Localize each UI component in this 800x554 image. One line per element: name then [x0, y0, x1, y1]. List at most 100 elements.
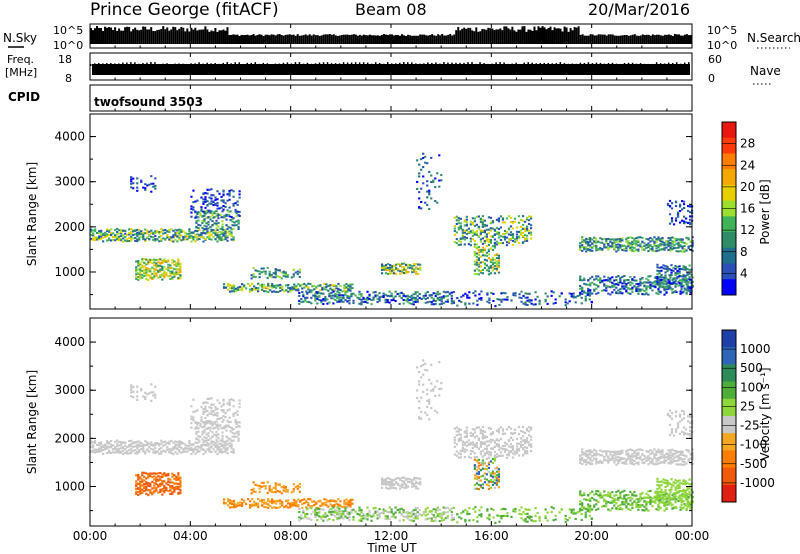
power-cell: [197, 223, 200, 226]
power-cell: [300, 300, 303, 303]
velocity-cell: [438, 508, 441, 511]
power-cell: [664, 271, 667, 274]
nsky-mark: [334, 35, 337, 44]
freq-mark: [242, 63, 245, 66]
velocity-cell: [404, 515, 407, 518]
power-cell: [497, 242, 501, 245]
power-cell: [467, 230, 470, 234]
velocity-cell: [511, 432, 515, 436]
power-cell: [453, 227, 456, 230]
velocity-cell: [430, 382, 433, 385]
velocity-cell: [124, 448, 127, 451]
velocity-cell: [226, 443, 229, 446]
power-cell: [192, 201, 195, 204]
power-cell: [200, 233, 203, 236]
velocity-cell: [220, 448, 223, 451]
power-cell: [147, 269, 150, 273]
velocity-cell: [149, 489, 152, 492]
velocity-cell: [259, 499, 262, 502]
velocity-cell: [380, 511, 383, 515]
freq-mark: [603, 63, 606, 66]
power-cell: [486, 300, 489, 303]
nsky-mark: [354, 34, 357, 44]
power-cell: [388, 268, 392, 271]
power-cell: [322, 299, 325, 302]
power-cell: [655, 238, 658, 241]
power-cell: [232, 202, 235, 205]
power-cell: [366, 296, 369, 299]
power-cell: [114, 234, 117, 237]
power-cell: [465, 229, 468, 232]
power-cell: [110, 239, 113, 242]
power-cell: [120, 232, 123, 235]
power-cell: [196, 212, 199, 215]
power-cell: [621, 239, 624, 242]
power-cell: [342, 297, 345, 300]
power-cell: [153, 261, 156, 264]
power-cell: [520, 290, 523, 293]
velocity-cell: [434, 394, 437, 398]
power-cell: [314, 294, 317, 297]
freq-mark: [483, 63, 485, 66]
velocity-cell: [154, 385, 157, 388]
power-cell: [689, 291, 692, 294]
power-cell: [214, 230, 217, 233]
power-cell: [284, 275, 287, 278]
power-cell: [589, 289, 592, 292]
velocity-cell: [150, 447, 153, 451]
nsky-mark: [256, 34, 259, 44]
power-cell: [684, 279, 687, 282]
velocity-cell: [210, 397, 213, 400]
velocity-cell: [169, 489, 172, 492]
velocity-cell: [190, 443, 193, 446]
velocity-cell: [306, 517, 309, 520]
power-cell: [171, 270, 174, 273]
velocity-cell: [332, 510, 335, 513]
nsky-mark: [380, 34, 383, 44]
velocity-cell: [171, 481, 174, 484]
power-cell: [649, 247, 652, 250]
velocity-cell: [402, 510, 405, 513]
power-cell: [320, 301, 323, 304]
power-cell: [276, 269, 279, 272]
power-cell: [656, 283, 659, 286]
velocity-cell: [352, 516, 355, 519]
velocity-cell: [436, 506, 439, 509]
velocity-cell: [230, 426, 233, 429]
velocity-cell: [495, 455, 499, 459]
power-cell: [178, 228, 181, 231]
velocity-cell: [519, 445, 523, 448]
power-cell: [161, 278, 164, 281]
velocity-cell: [235, 425, 238, 429]
power-cell: [96, 236, 99, 239]
velocity-cell: [147, 482, 150, 485]
power-cell: [495, 269, 499, 272]
velocity-cell: [279, 499, 282, 502]
velocity-cell: [190, 426, 193, 429]
velocity-cell: [116, 439, 119, 442]
power-cell: [273, 284, 276, 287]
freq-mark: [294, 62, 297, 65]
velocity-cell: [226, 419, 229, 422]
velocity-cell: [190, 422, 193, 425]
freq-mark: [354, 62, 357, 65]
velocity-cell: [428, 402, 431, 405]
velocity-cell: [346, 506, 349, 509]
power-cell: [358, 293, 361, 296]
velocity-cell: [144, 395, 147, 399]
velocity-cell: [521, 430, 525, 433]
power-cell: [426, 180, 429, 183]
power-cell: [667, 240, 670, 243]
velocity-cell: [230, 443, 233, 446]
velocity-cell: [471, 446, 474, 450]
velocity-cell: [485, 464, 489, 468]
power-cell: [106, 228, 109, 231]
velocity-cell: [388, 506, 391, 509]
power-cell: [538, 302, 541, 305]
power-cell: [666, 265, 669, 268]
velocity-cell: [237, 437, 240, 440]
power-cell: [585, 250, 588, 253]
velocity-cell: [469, 452, 472, 455]
velocity-cell: [226, 498, 230, 501]
power-cell: [226, 199, 229, 202]
